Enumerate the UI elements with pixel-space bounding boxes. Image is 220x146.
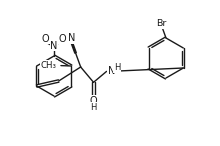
- Text: H: H: [114, 63, 120, 72]
- Text: N: N: [68, 33, 75, 43]
- Text: Br: Br: [156, 19, 167, 28]
- Text: O: O: [59, 34, 66, 44]
- Text: N: N: [108, 66, 115, 76]
- Text: N: N: [50, 41, 58, 51]
- Text: O: O: [42, 34, 50, 44]
- Text: CH₃: CH₃: [41, 61, 57, 70]
- Text: O: O: [90, 96, 97, 106]
- Text: H: H: [90, 103, 97, 112]
